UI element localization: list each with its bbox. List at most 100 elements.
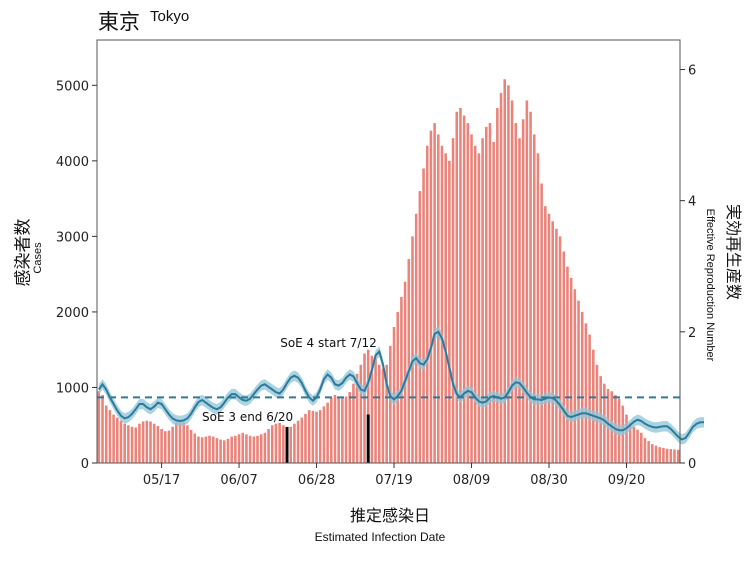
bar — [108, 410, 112, 463]
bar — [326, 402, 329, 463]
bar — [189, 429, 193, 463]
bar — [322, 406, 326, 463]
x-axis-label: 推定感染日 — [349, 506, 430, 525]
bar — [374, 357, 377, 463]
bar — [540, 183, 543, 463]
rt-confidence-band — [98, 326, 705, 445]
bar — [411, 236, 414, 463]
bar — [296, 420, 300, 463]
bar — [138, 423, 141, 463]
bar — [182, 422, 186, 463]
bar — [101, 395, 104, 463]
bar — [532, 134, 536, 463]
bar — [389, 345, 392, 463]
bar — [639, 432, 643, 463]
bar — [359, 364, 363, 463]
bar — [632, 426, 636, 463]
bar — [647, 441, 650, 463]
bar — [673, 449, 676, 463]
chart-subtitle: Tokyo — [150, 8, 190, 25]
bar — [171, 426, 174, 463]
bar — [219, 439, 222, 463]
bar — [230, 436, 233, 463]
bar — [223, 440, 226, 463]
rt-line — [97, 330, 704, 441]
bar — [499, 92, 503, 463]
bar — [566, 266, 569, 463]
bar — [496, 107, 499, 463]
bar — [462, 115, 466, 464]
bar — [215, 438, 219, 463]
y-tick-label: 4000 — [56, 155, 89, 170]
bar — [352, 383, 355, 463]
bar — [588, 334, 591, 463]
bar — [237, 434, 241, 463]
bar — [267, 429, 270, 463]
bar — [178, 420, 182, 463]
bar — [643, 438, 647, 463]
bar — [252, 436, 256, 463]
bar — [470, 134, 473, 463]
bar — [186, 425, 189, 463]
x-tick-label: 05/17 — [143, 473, 180, 488]
bar — [282, 425, 285, 463]
bar — [448, 160, 451, 463]
bar-series — [97, 79, 680, 464]
bar — [510, 100, 514, 463]
bar — [385, 364, 388, 463]
bar — [315, 411, 318, 463]
bar — [569, 277, 573, 463]
bar — [514, 123, 518, 463]
bar — [507, 85, 510, 464]
bar — [304, 413, 307, 463]
y-tick-label: 5000 — [56, 79, 89, 94]
plot-frame — [96, 39, 681, 464]
bar — [127, 425, 130, 463]
y2-tick-label: 4 — [688, 195, 696, 210]
bar — [451, 138, 455, 464]
bar — [473, 145, 477, 463]
x-tick-label: 09/20 — [608, 473, 645, 488]
bar — [455, 111, 459, 464]
bar — [104, 405, 108, 463]
bar — [433, 123, 436, 463]
bar — [636, 429, 639, 463]
bar — [544, 206, 547, 463]
bar — [160, 429, 163, 463]
bar — [274, 423, 278, 463]
x-tick-label: 06/28 — [298, 473, 335, 488]
bar — [259, 434, 263, 463]
bar — [625, 414, 628, 463]
bar — [318, 410, 322, 463]
annotations: SoE 3 end 6/20 SoE 4 start 7/12 — [202, 336, 377, 463]
bar — [333, 395, 337, 463]
bar — [141, 421, 145, 463]
bar — [521, 119, 525, 463]
bar — [241, 432, 245, 463]
bar — [337, 396, 340, 463]
bar — [665, 448, 669, 463]
bar — [330, 398, 333, 463]
bar — [525, 100, 529, 463]
bar — [208, 435, 211, 463]
bar — [175, 422, 178, 463]
y-tick-label: 3000 — [56, 230, 89, 245]
y-axis-ticks: 0 1000 2000 3000 4000 5000 — [56, 79, 97, 472]
bar — [377, 364, 381, 463]
y2-tick-label: 6 — [688, 64, 696, 79]
bar — [492, 141, 495, 464]
bar — [440, 145, 444, 463]
bar — [226, 438, 230, 463]
bar — [289, 426, 293, 463]
bar — [197, 436, 200, 463]
bar — [400, 296, 403, 463]
bar — [437, 134, 440, 463]
bar — [529, 111, 532, 464]
bar — [396, 311, 400, 463]
bar — [307, 410, 311, 463]
bar — [425, 145, 429, 463]
bar — [658, 447, 661, 463]
bar — [248, 435, 252, 463]
bar — [573, 289, 577, 463]
bar — [211, 436, 215, 463]
